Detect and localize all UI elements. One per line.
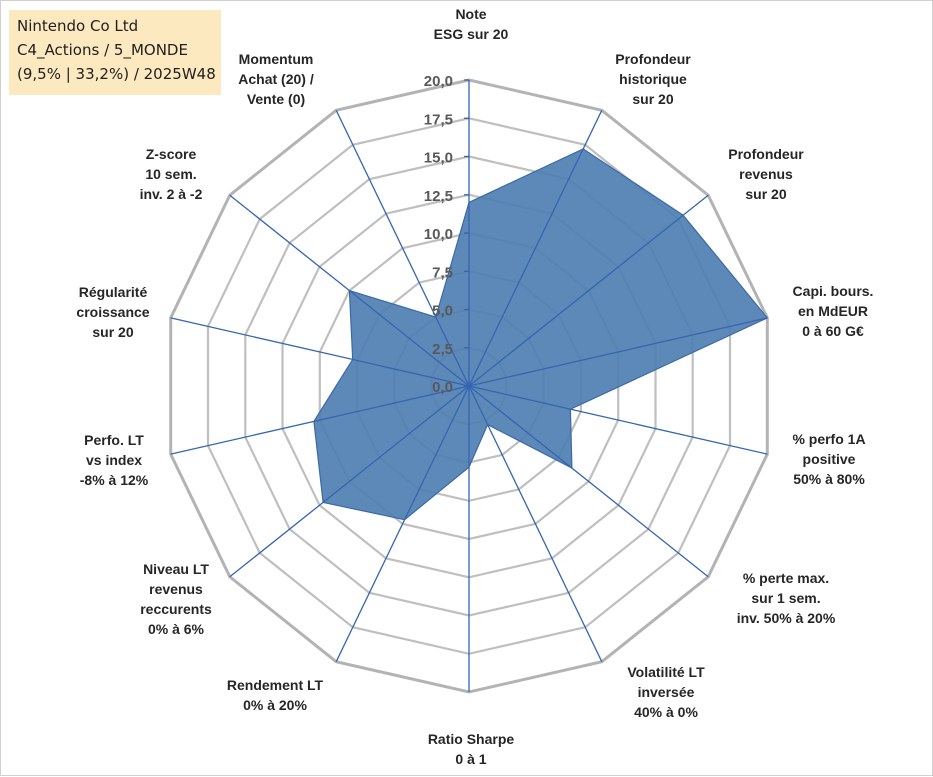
axis-label-line: Perfo. LT xyxy=(34,430,194,450)
axis-label-line: positive xyxy=(749,449,909,469)
axis-label-line: sur 1 sem. xyxy=(706,588,866,608)
axis-label-line: revenus xyxy=(96,579,256,599)
info-company-name: Nintendo Co Ltd xyxy=(17,14,221,38)
axis-label-line: Volatilité LT xyxy=(586,662,746,682)
axis-label-line: Ratio Sharpe xyxy=(391,729,551,749)
info-period: (9,5% | 33,2%) / 2025W48 xyxy=(17,62,221,86)
axis-label-line: historique xyxy=(573,69,733,89)
tick-label-3: 7,5 xyxy=(432,264,453,281)
axis-label-5: % perte max.sur 1 sem.inv. 50% à 20% xyxy=(706,568,866,628)
axis-label-line: reccurents xyxy=(96,599,256,619)
axis-label-line: en MdEUR xyxy=(753,301,913,321)
tick-label-6: 15,0 xyxy=(424,150,453,167)
axis-label-line: Note xyxy=(391,4,551,24)
tick-label-7: 17,5 xyxy=(424,111,453,128)
tick-label-1: 2,5 xyxy=(432,341,453,358)
axis-label-line: Profondeur xyxy=(573,49,733,69)
axis-label-line: -8% à 12% xyxy=(34,470,194,490)
axis-label-line: revenus xyxy=(686,164,846,184)
info-category: C4_Actions / 5_MONDE xyxy=(17,38,221,62)
axis-label-line: % perfo 1A xyxy=(749,429,909,449)
axis-label-line: 0% à 6% xyxy=(96,619,256,639)
axis-label-line: sur 20 xyxy=(33,322,193,342)
axis-label-line: 10 sem. xyxy=(91,164,251,184)
tick-label-0: 0,0 xyxy=(432,379,453,396)
axis-label-line: Régularité xyxy=(33,282,193,302)
axis-label-line: % perte max. xyxy=(706,568,866,588)
tick-label-2: 5,0 xyxy=(432,303,453,320)
axis-label-line: 40% à 0% xyxy=(586,702,746,722)
axis-label-line: sur 20 xyxy=(686,184,846,204)
axis-label-line: 0 à 60 G€ xyxy=(753,321,913,341)
axis-label-line: Capi. bours. xyxy=(753,281,913,301)
axis-label-line: inversée xyxy=(586,682,746,702)
axis-label-line: 50% à 80% xyxy=(749,469,909,489)
axis-label-line: sur 20 xyxy=(573,89,733,109)
axis-label-line: inv. 2 à -2 xyxy=(91,184,251,204)
tick-label-5: 12,5 xyxy=(424,188,453,205)
axis-label-line: 0% à 20% xyxy=(195,695,355,715)
tick-label-4: 10,0 xyxy=(424,226,453,243)
tick-label-8: 20,0 xyxy=(424,73,453,90)
axis-label-line: croissance xyxy=(33,302,193,322)
axis-label-line: 0 à 1 xyxy=(391,749,551,769)
axis-label-line: vs index xyxy=(34,450,194,470)
axis-label-line: Rendement LT xyxy=(195,675,355,695)
axis-label-line: Niveau LT xyxy=(96,559,256,579)
axis-label-line: Z-score xyxy=(91,144,251,164)
axis-label-line: inv. 50% à 20% xyxy=(706,608,866,628)
info-box: Nintendo Co Ltd C4_Actions / 5_MONDE (9,… xyxy=(9,10,221,95)
axis-label-line: Profondeur xyxy=(686,144,846,164)
axis-label-line: ESG sur 20 xyxy=(391,24,551,44)
